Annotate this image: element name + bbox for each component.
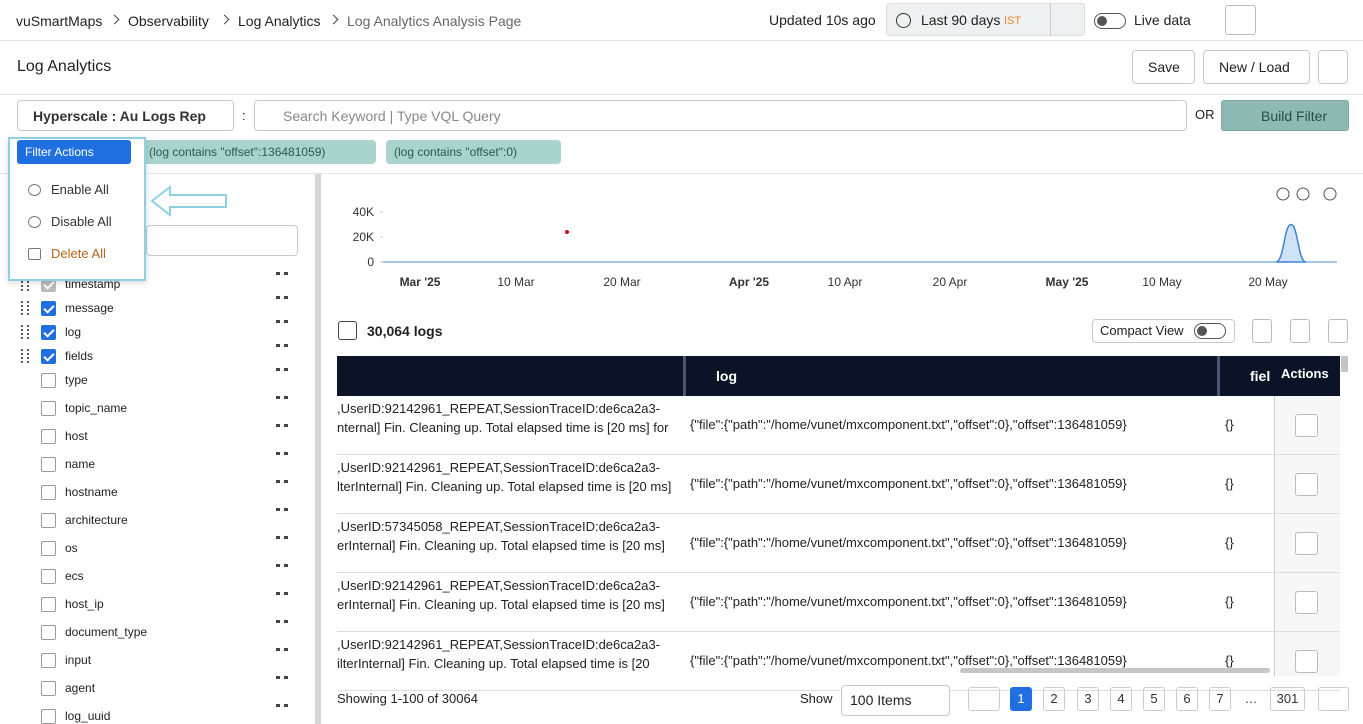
menu-icon xyxy=(28,216,41,228)
y-tick-label: 20K xyxy=(353,230,374,244)
x-tick-label: 10 Apr xyxy=(828,275,863,289)
histogram-spike xyxy=(1276,225,1306,263)
menu-item[interactable]: Delete All xyxy=(51,245,106,263)
x-tick-label: 20 Mar xyxy=(603,275,640,289)
x-tick-label: 20 May xyxy=(1248,275,1287,289)
y-tick-label: 0 xyxy=(367,255,374,269)
menu-item[interactable]: Enable All xyxy=(51,181,109,199)
x-tick-label: May '25 xyxy=(1046,275,1089,289)
filter-actions-label: Filter Actions xyxy=(25,143,94,161)
histogram-marker xyxy=(565,230,569,234)
x-tick-label: 10 Mar xyxy=(497,275,534,289)
chart-control[interactable] xyxy=(1324,188,1336,200)
menu-icon xyxy=(28,184,41,196)
menu-item[interactable]: Disable All xyxy=(51,213,112,231)
x-tick-label: Mar '25 xyxy=(400,275,441,289)
chart-control[interactable] xyxy=(1297,188,1309,200)
x-tick-label: Apr '25 xyxy=(729,275,770,289)
x-tick-label: 10 May xyxy=(1142,275,1181,289)
y-tick-label: 40K xyxy=(353,205,374,219)
chart-control[interactable] xyxy=(1277,188,1289,200)
menu-icon xyxy=(28,248,41,260)
x-tick-label: 20 Apr xyxy=(933,275,968,289)
